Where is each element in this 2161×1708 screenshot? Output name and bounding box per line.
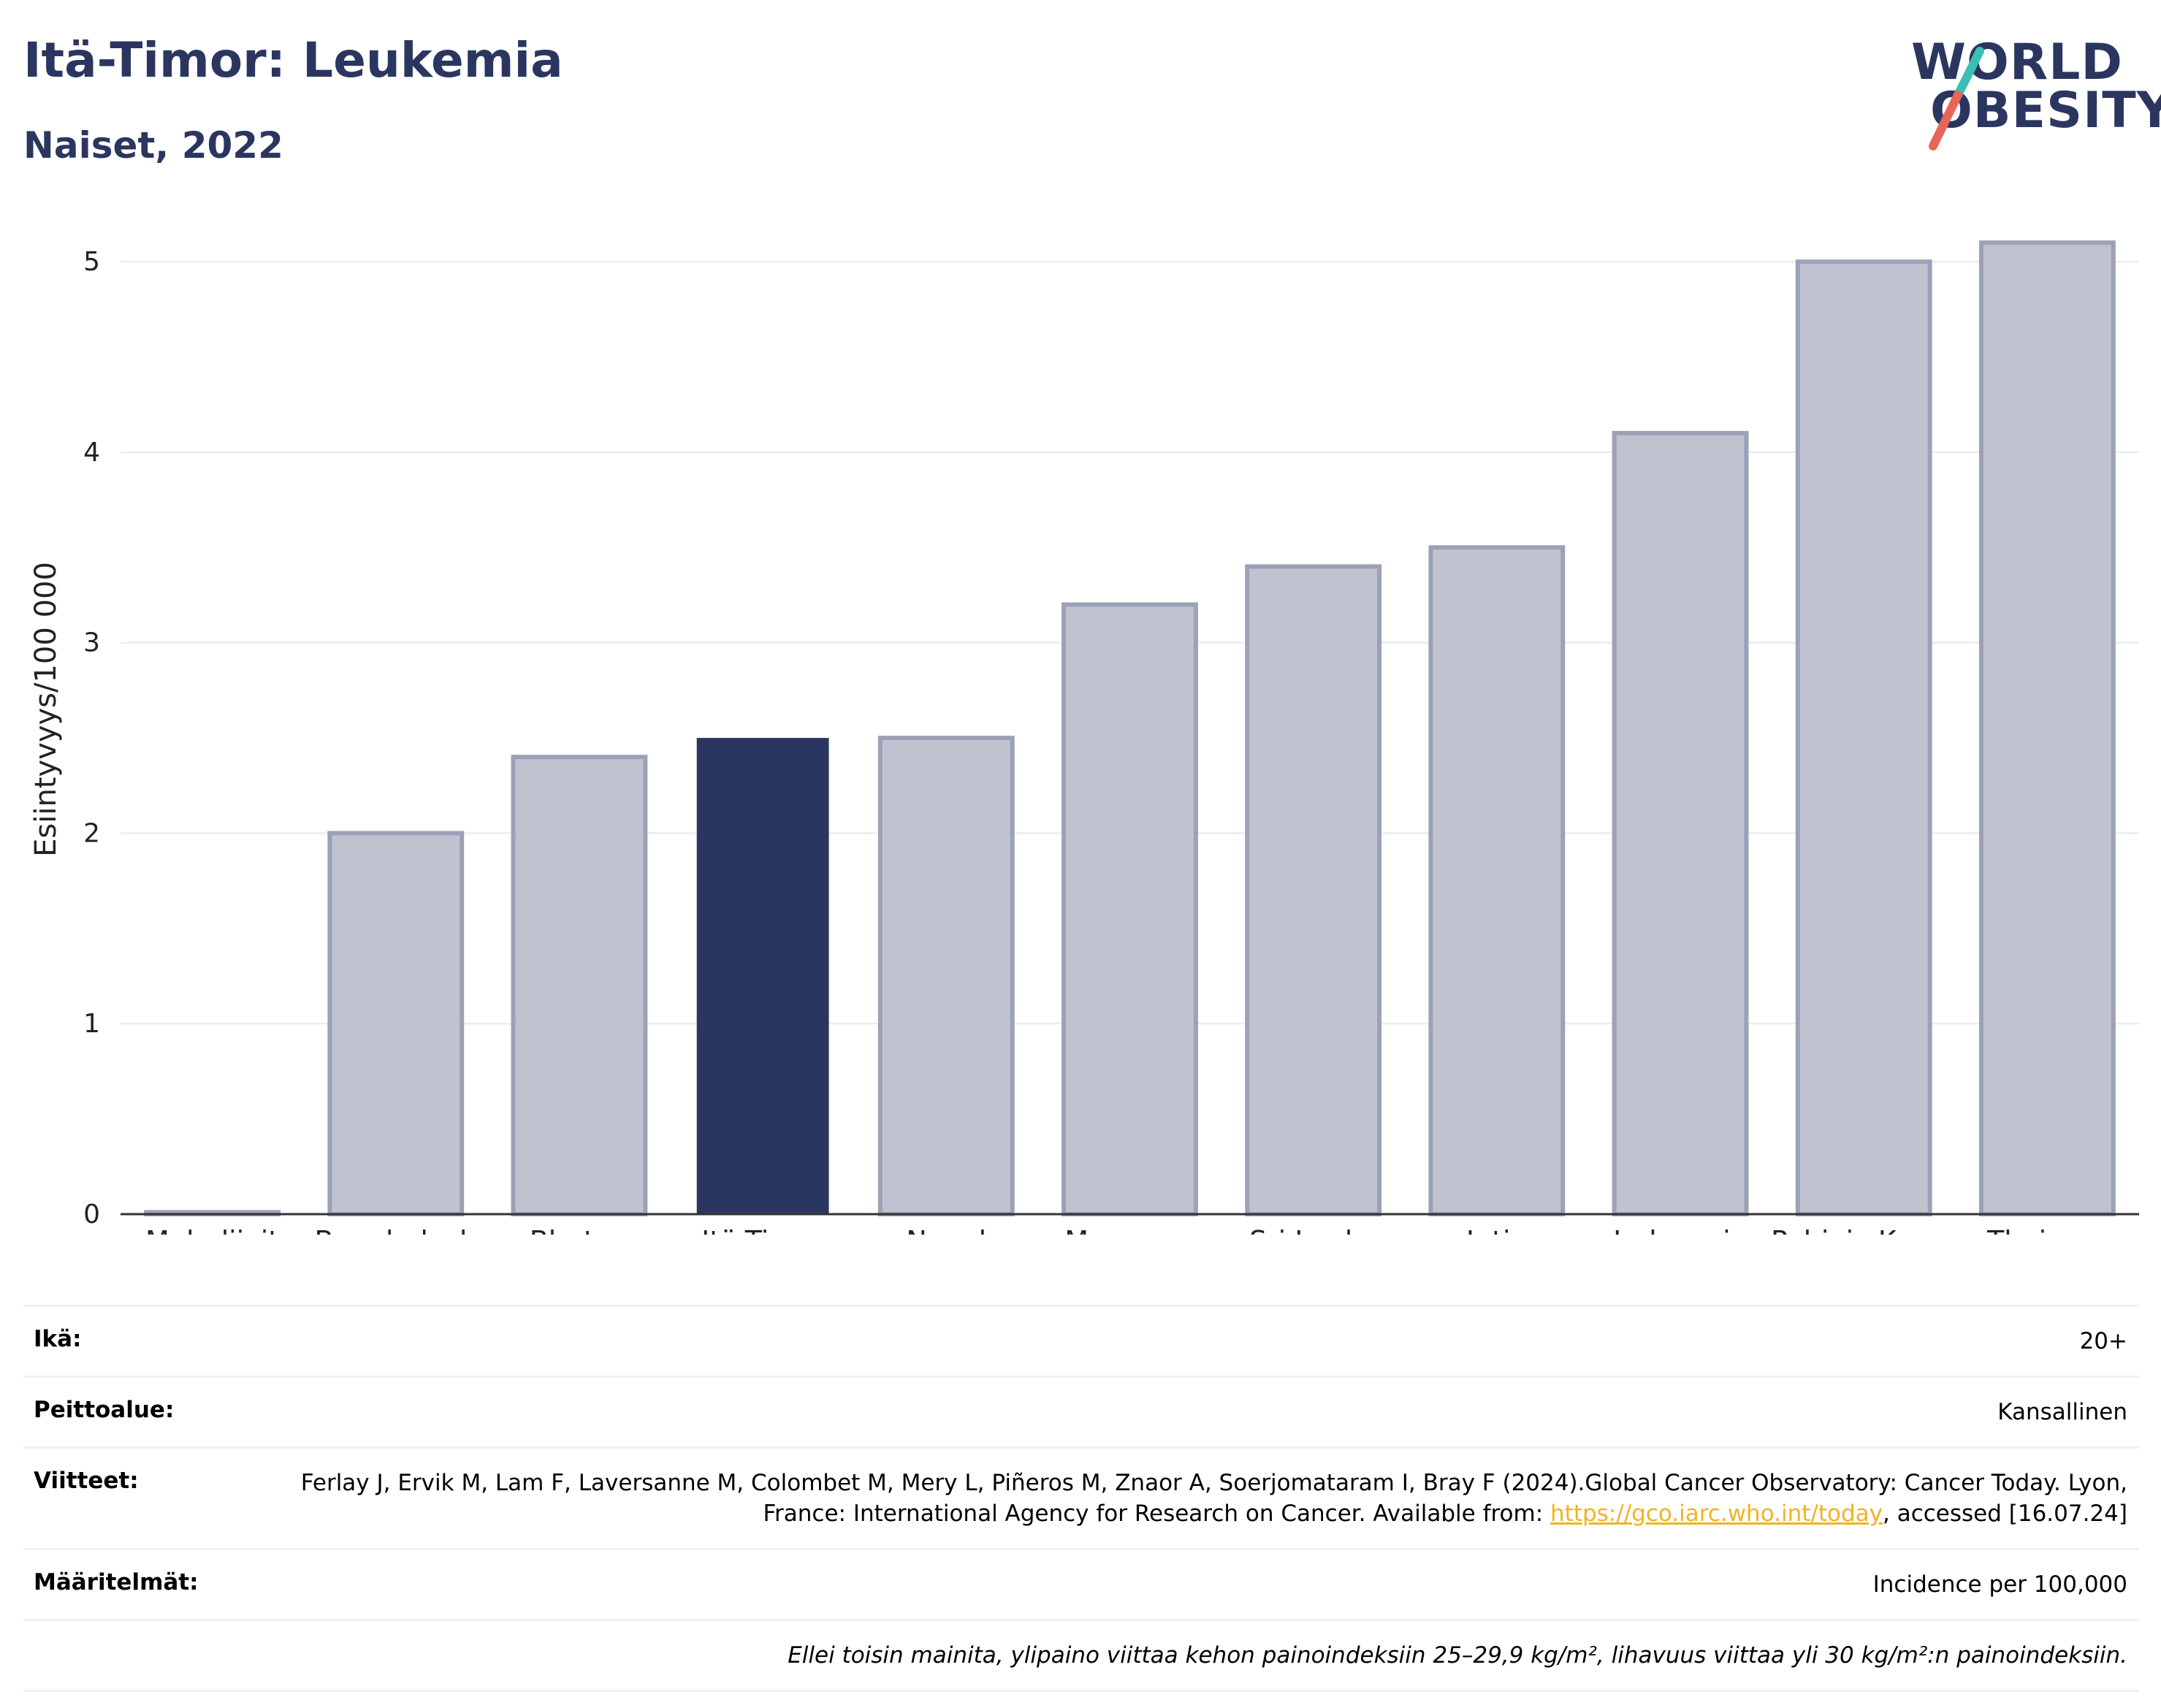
meta-row-age: Ikä: 20+ (23, 1305, 2139, 1376)
y-axis-label: Esiintyvyys/100 000 (29, 562, 63, 857)
meta-label-coverage: Peittoalue: (34, 1397, 175, 1423)
y-tick-label: 1 (83, 1009, 100, 1039)
meta-value-definitions: Incidence per 100,000 (1872, 1571, 2127, 1598)
bar-pohjois-korea (1795, 259, 1932, 1216)
logo-slash-icon (1929, 47, 1984, 150)
meta-row-coverage: Peittoalue: Kansallinen (23, 1376, 2139, 1446)
x-tick-label: Itä-Timor (701, 1225, 824, 1235)
bar-bangladesh (327, 831, 465, 1216)
x-tick-label: Malediivit (145, 1225, 279, 1235)
bar-intia (1428, 545, 1566, 1216)
world-obesity-logo: WORLD OBESITY (1907, 29, 2161, 153)
metadata-table: Ikä: 20+ Peittoalue: Kansallinen Viittee… (23, 1305, 2139, 1692)
meta-value-references: Ferlay J, Ervik M, Lam F, Laversanne M, … (254, 1468, 2127, 1529)
bar-thaimaa (1978, 240, 2116, 1216)
meta-row-note: Ellei toisin mainita, ylipaino viittaa k… (23, 1619, 2139, 1692)
y-tick-label: 5 (83, 247, 100, 277)
y-tick-label: 2 (83, 818, 100, 848)
bar-bhutan (511, 755, 648, 1216)
meta-label-age: Ikä: (34, 1326, 82, 1352)
reference-text: Ferlay J, Ervik M, Lam F, Laversanne M, … (300, 1470, 2127, 1527)
x-tick-label: Nepal (906, 1225, 986, 1235)
x-tick-label: Myanmar (1064, 1225, 1195, 1235)
meta-row-references: Viitteet: Ferlay J, Ervik M, Lam F, Lave… (23, 1446, 2139, 1548)
x-tick-label: Bangladesh (314, 1225, 477, 1235)
meta-row-definitions: Määritelmät: Incidence per 100,000 (23, 1548, 2139, 1619)
chart-title: Itä-Timor: Leukemia (23, 32, 563, 88)
meta-label-references: Viitteet: (34, 1468, 139, 1494)
logo-word-world: WORLD (1911, 34, 2123, 91)
x-tick-label: Intia (1466, 1225, 1528, 1235)
bar-indonesia (1612, 430, 1749, 1217)
x-tick-label: Bhutan (530, 1225, 630, 1235)
x-tick-label: Pohjois-Korea (1771, 1225, 1957, 1235)
bar-nepal (877, 736, 1015, 1216)
bar-sri-lanka (1245, 564, 1382, 1216)
logo-word-obesity: OBESITY (1930, 82, 2161, 140)
meta-value-age: 20+ (2079, 1328, 2127, 1354)
y-tick-label: 3 (83, 628, 100, 658)
bar-chart: 0 1 2 3 4 5 Malediivit Bangladesh Bhutan Itä-Timo… (29, 240, 2139, 1235)
reference-link[interactable]: https://gco.iarc.who.int/today (1550, 1501, 1883, 1527)
y-tick-label: 4 (83, 438, 100, 468)
bar-myanmar (1062, 602, 1198, 1216)
bar-itä-timor (696, 738, 829, 1214)
meta-label-definitions: Määritelmät: (34, 1569, 199, 1595)
x-tick-label: Indonesia (1613, 1225, 1748, 1235)
y-tick-label: 0 (83, 1200, 100, 1229)
chart-subtitle: Naiset, 2022 (23, 124, 283, 167)
reference-accessed: , accessed [16.07.24] (1882, 1501, 2127, 1527)
meta-note: Ellei toisin mainita, ylipaino viittaa k… (788, 1642, 2127, 1669)
x-tick-label: Sri Lanka (1249, 1225, 1378, 1235)
meta-value-coverage: Kansallinen (1997, 1399, 2127, 1425)
x-tick-label: Thaimaa (1986, 1225, 2108, 1235)
